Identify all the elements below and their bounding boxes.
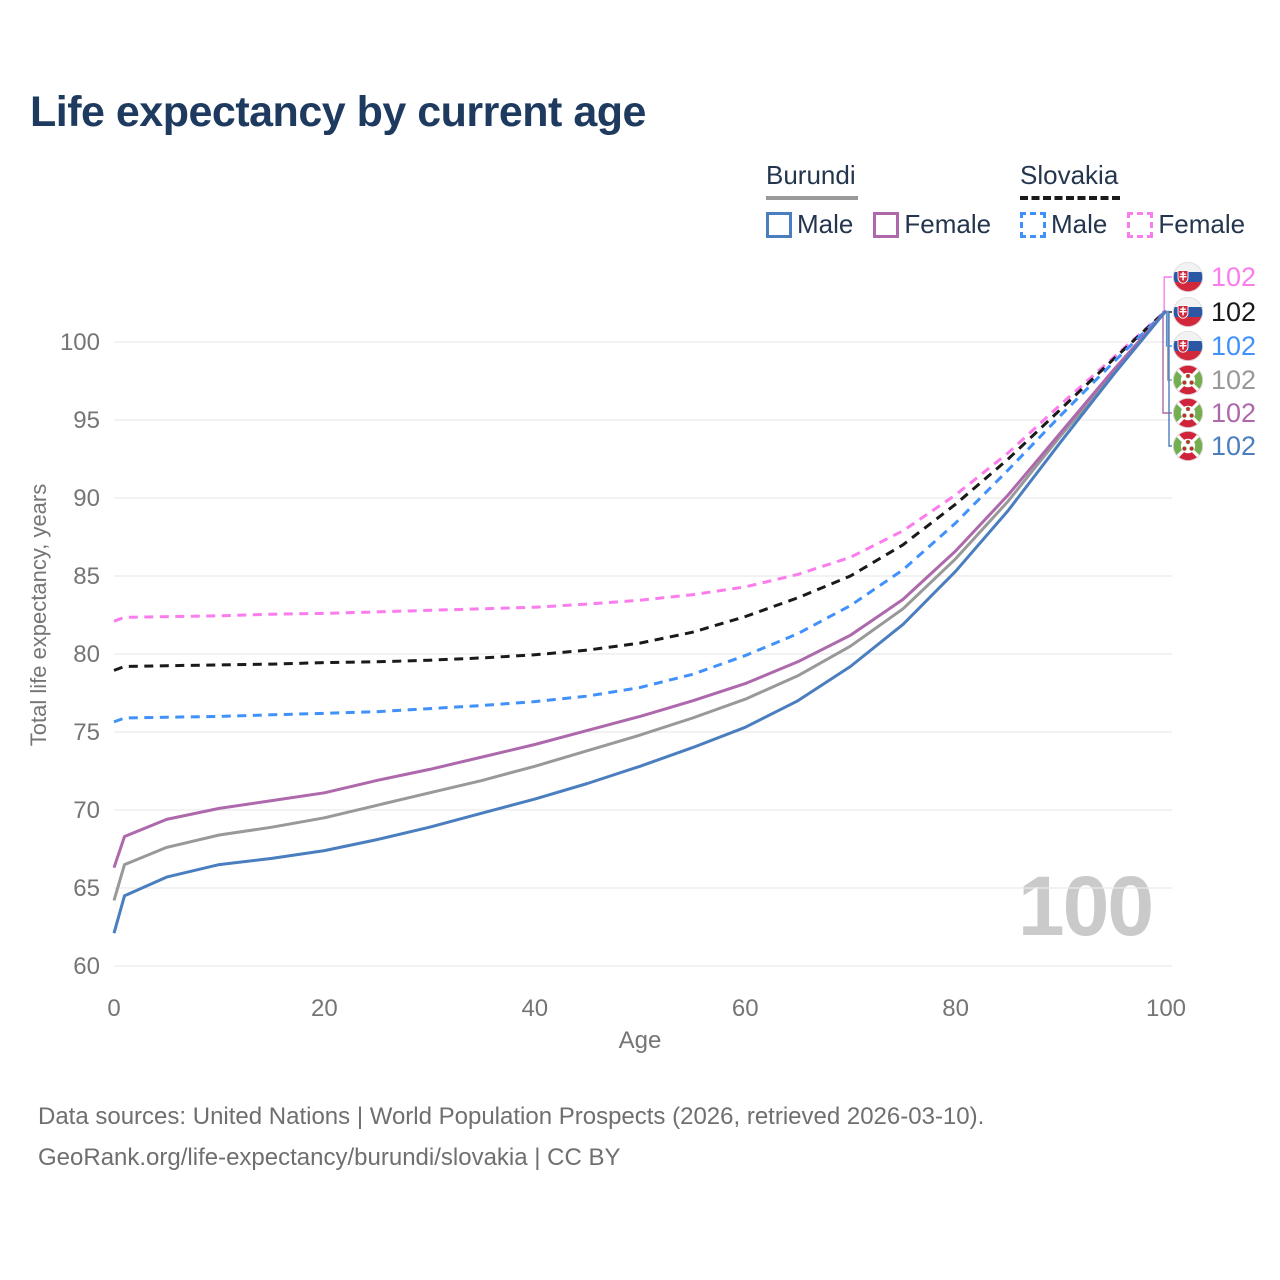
y-tick-label: 95 (73, 407, 100, 434)
legend-group-slovakia: Slovakia Male Female (1020, 160, 1265, 240)
flag-icon-slovakia (1172, 330, 1204, 362)
flag-icon-slovakia (1172, 296, 1204, 328)
y-tick-label: 60 (73, 953, 100, 980)
legend-item-burundi-female[interactable]: Female (873, 209, 991, 240)
legend-linestyle-slovakia (1020, 196, 1120, 200)
legend-swatch-slovakia-female (1127, 211, 1154, 238)
end-label-burundi-female: 102 (1211, 398, 1256, 428)
x-tick-label: 80 (942, 995, 969, 1022)
legend-item-label: Male (797, 209, 854, 239)
legend-linestyle-burundi (766, 196, 858, 200)
y-tick-label: 90 (73, 485, 100, 512)
series-line-slovakia-male (113, 309, 1168, 724)
end-label-slovakia-female: 102 (1211, 262, 1256, 292)
series-line-slovakia-female (113, 309, 1167, 623)
legend-swatch-burundi-female (873, 211, 900, 238)
current-age-watermark: 100 (1017, 859, 1154, 953)
legend-item-label: Male (1051, 209, 1108, 239)
footer: Data sources: United Nations | World Pop… (38, 1096, 984, 1178)
legend-swatch-burundi-male (766, 211, 792, 238)
flag-icon-burundi (1172, 397, 1204, 429)
y-tick-label: 70 (73, 797, 100, 824)
series-line-slovakia-all (113, 309, 1168, 672)
page-title: Life expectancy by current age (30, 88, 646, 136)
y-tick-label: 80 (73, 641, 100, 668)
x-axis-title: Age (619, 1027, 662, 1054)
x-tick-label: 100 (1146, 995, 1186, 1022)
series-line-burundi-all (112, 309, 1168, 901)
end-label-connector-slovakia-female (1163, 276, 1172, 311)
y-tick-label: 100 (60, 329, 100, 356)
legend-item-slovakia-female[interactable]: Female (1127, 209, 1245, 240)
legend-heading-burundi: Burundi (766, 160, 1011, 200)
end-label-slovakia-all: 102 (1211, 297, 1256, 327)
x-tick-label: 60 (732, 995, 759, 1022)
series-line-burundi-female (112, 309, 1168, 869)
legend-country-label-slovakia: Slovakia (1020, 160, 1119, 190)
legend-item-slovakia-male[interactable]: Male (1020, 209, 1107, 240)
legend-country-label-burundi: Burundi (766, 160, 856, 190)
y-tick-label: 65 (73, 875, 100, 902)
end-label-slovakia-male: 102 (1211, 331, 1256, 361)
legend-swatch-slovakia-male (1020, 211, 1046, 238)
x-tick-label: 0 (107, 995, 120, 1022)
x-tick-label: 20 (311, 995, 338, 1022)
end-label-connector-slovakia-all (1164, 310, 1172, 313)
legend-item-label: Female (904, 209, 992, 239)
legend-heading-slovakia: Slovakia (1020, 160, 1265, 200)
series-line-burundi-male (112, 309, 1168, 934)
flag-icon-slovakia (1172, 261, 1204, 293)
end-label-connector-burundi-male (1168, 310, 1172, 447)
end-label-burundi-male: 102 (1211, 431, 1256, 461)
end-label-connector-burundi-all (1167, 310, 1172, 381)
legend-group-burundi: Burundi Male Female (766, 160, 1011, 240)
y-tick-label: 85 (73, 563, 100, 590)
end-label-connector-slovakia-male (1165, 310, 1172, 347)
end-label-burundi-all: 102 (1211, 365, 1256, 395)
flag-icon-burundi (1172, 430, 1204, 462)
y-axis-title: Total life expectancy, years (26, 484, 51, 747)
flag-icon-burundi (1172, 364, 1204, 396)
y-tick-label: 75 (73, 719, 100, 746)
footer-attribution: GeoRank.org/life-expectancy/burundi/slov… (38, 1144, 621, 1171)
legend-item-label: Female (1158, 209, 1246, 239)
footer-data-sources: Data sources: United Nations | World Pop… (38, 1103, 985, 1130)
end-label-connector-burundi-female (1162, 310, 1172, 414)
x-tick-label: 40 (521, 995, 548, 1022)
legend-item-burundi-male[interactable]: Male (766, 209, 853, 240)
